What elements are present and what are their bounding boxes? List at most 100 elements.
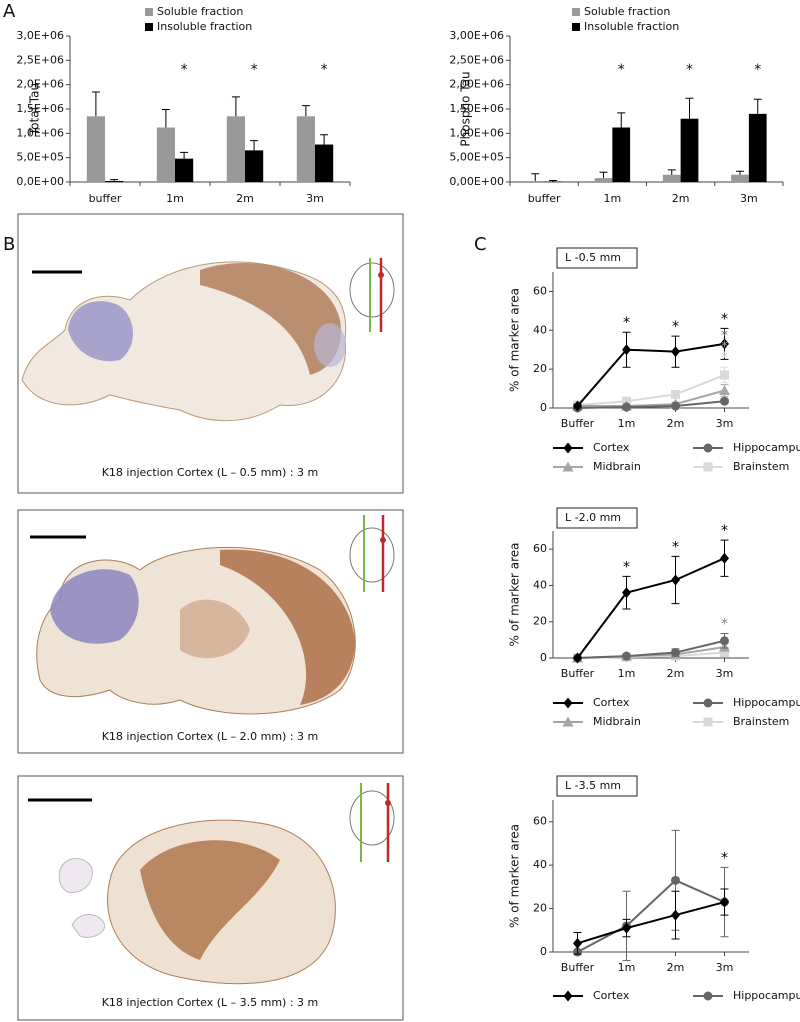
annotation: * (721, 523, 728, 539)
title-box (556, 775, 638, 797)
annotation: * (672, 319, 679, 335)
marker (573, 937, 582, 949)
marker (703, 991, 713, 1001)
y-tick-label: 60 (533, 815, 547, 828)
error-bar (531, 173, 540, 182)
x-tick-label: Buffer (561, 961, 595, 974)
legend-swatch (145, 8, 153, 16)
legend-label: Soluble fraction (157, 5, 243, 18)
x-tick-label: 1m (618, 417, 636, 430)
x-tick-label: 2m (667, 667, 685, 680)
marker (562, 716, 574, 727)
annotation: * (623, 559, 630, 575)
x-tick-label: 1m (618, 961, 636, 974)
y-tick-label: 2,00E+06 (449, 78, 504, 91)
marker (671, 574, 680, 586)
bar (156, 127, 175, 182)
annotation: * (686, 62, 693, 78)
legend-label: Cortex (593, 696, 630, 709)
error-bar (91, 91, 100, 117)
marker (671, 648, 680, 658)
marker (622, 651, 631, 661)
x-tick-label: Buffer (561, 417, 595, 430)
annotation: * (721, 350, 728, 366)
marker (703, 443, 713, 453)
x-tick-label: 2m (236, 192, 254, 205)
marker (671, 389, 680, 399)
bar (731, 174, 749, 182)
bar (296, 116, 315, 182)
legend-label: Soluble fraction (584, 5, 670, 18)
y-axis-label: % of marker area (508, 543, 522, 647)
error-bar (161, 108, 170, 128)
panel-label: C (474, 234, 487, 255)
line (577, 400, 725, 409)
panel-label: A (3, 1, 16, 22)
y-tick-label: 3,0E+06 (16, 29, 64, 42)
panel-label: B (3, 234, 15, 255)
y-tick-label: 1,50E+06 (449, 102, 504, 115)
error-bar (301, 105, 310, 117)
marker (563, 697, 573, 709)
y-tick-label: 5,0E+05 (16, 151, 64, 164)
legend-swatch (145, 23, 153, 31)
x-tick-label: 3m (716, 667, 734, 680)
y-tick-label: 2,5E+06 (16, 53, 64, 66)
marker (703, 462, 713, 472)
marker (720, 648, 729, 658)
x-tick-label: 3m (306, 192, 324, 205)
legend-label: Midbrain (593, 460, 641, 473)
bar (680, 118, 699, 182)
error-bar (667, 169, 676, 175)
y-tick-label: 0 (540, 401, 547, 414)
brain-image: K18 injection Cortex (L – 0.5 mm) : 3 m (17, 213, 404, 494)
annotation: * (321, 62, 328, 78)
annotation: * (181, 62, 188, 78)
error-bar (110, 179, 119, 182)
error-bar (685, 97, 694, 119)
annotation: * (721, 311, 728, 327)
error-bar (548, 180, 557, 182)
annotation: * (721, 850, 728, 866)
x-tick-label: 3m (740, 192, 758, 205)
line (577, 879, 725, 953)
annotation: * (618, 62, 625, 78)
image-caption: K18 injection Cortex (L – 2.0 mm) : 3 m (102, 730, 319, 743)
legend-label: Insoluble fraction (157, 20, 252, 33)
marker (573, 400, 582, 412)
error-bar (320, 134, 329, 145)
marker (622, 922, 631, 934)
bar (315, 144, 334, 182)
y-tick-label: 40 (533, 578, 547, 591)
y-tick-label: 60 (533, 542, 547, 555)
y-axis-label: % of marker area (508, 824, 522, 928)
legend-label: Brainstem (733, 715, 789, 728)
annotation: * (721, 617, 728, 633)
x-tick-label: 2m (672, 192, 690, 205)
marker (671, 401, 680, 411)
image-caption: K18 injection Cortex (L – 0.5 mm) : 3 m (102, 466, 319, 479)
x-tick-label: 1m (604, 192, 622, 205)
legend-label: Cortex (593, 441, 630, 454)
marker (703, 698, 713, 708)
x-tick-label: 1m (618, 667, 636, 680)
y-axis-label: Phospho Tau (459, 71, 473, 146)
y-tick-label: 40 (533, 858, 547, 871)
line (577, 639, 725, 659)
annotation: * (721, 339, 728, 355)
y-tick-label: 40 (533, 323, 547, 336)
y-axis-label: % of marker area (508, 288, 522, 392)
line (577, 901, 725, 945)
x-tick-label: 1m (166, 192, 184, 205)
x-tick-label: Buffer (561, 667, 595, 680)
marker (622, 587, 631, 599)
title-box (556, 507, 638, 529)
marker (671, 346, 680, 358)
marker (622, 402, 631, 412)
y-tick-label: 1,00E+06 (449, 126, 504, 139)
annotation: * (623, 315, 630, 331)
legend-label: Hippocampus (733, 989, 800, 1002)
line (576, 557, 725, 659)
legend-label: Insoluble fraction (584, 20, 679, 33)
y-tick-label: 20 (533, 362, 547, 375)
